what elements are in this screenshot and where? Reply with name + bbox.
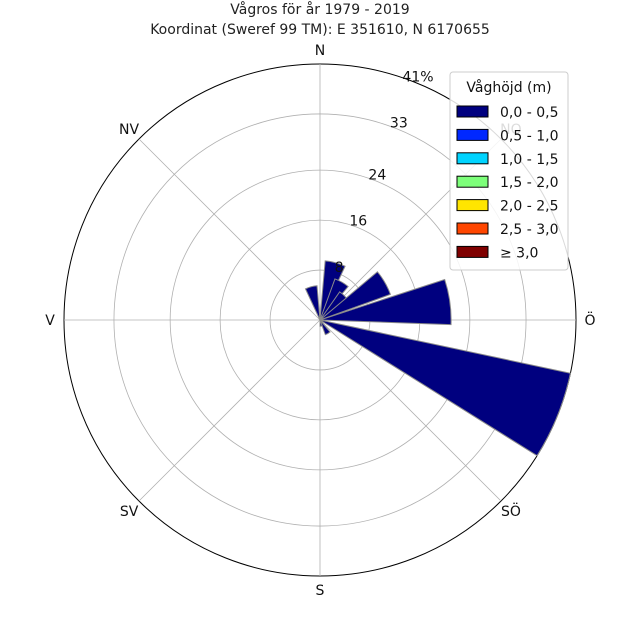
- legend-items: 0,0 - 0,5 0,5 - 1,0 1,0 - 1,5 1,5 - 2,0 2,0 …: [456, 105, 558, 261]
- radial-tick-label: 33: [390, 116, 408, 132]
- rose-bar: [319, 319, 323, 327]
- legend-swatch: [456, 222, 489, 235]
- legend-label: 1,5 - 2,0: [500, 175, 558, 191]
- legend-title: Våghöjd (m): [466, 79, 551, 96]
- rose-bar: [319, 319, 331, 336]
- direction-label: SV: [120, 504, 139, 520]
- legend-box: [449, 71, 569, 271]
- direction-label: V: [45, 313, 55, 329]
- rose-bar: [319, 278, 452, 326]
- rose-bar: [304, 285, 321, 321]
- legend-label: 1,0 - 1,5: [500, 152, 558, 168]
- legend-swatch: [456, 105, 489, 118]
- legend-swatch: [456, 175, 489, 188]
- legend-label: 0,0 - 0,5: [500, 105, 558, 121]
- rose-bars: [304, 260, 572, 457]
- rose-bar: [319, 271, 392, 321]
- radial-tick-label: 16: [349, 214, 367, 230]
- direction-label: Ö: [584, 311, 595, 329]
- grid-spoke: [319, 319, 502, 502]
- legend-swatch: [456, 199, 489, 212]
- legend-label: ≥ 3,0: [500, 245, 538, 261]
- legend-label: 2,5 - 3,0: [500, 222, 558, 238]
- radial-tick-label: 8: [335, 260, 344, 276]
- legend-swatch: [456, 152, 489, 165]
- grid-spoke: [138, 319, 321, 502]
- legend-swatch: [456, 245, 489, 258]
- radial-tick-label: 41%: [402, 69, 433, 85]
- polar-grid: [63, 63, 577, 577]
- legend-swatch: [456, 128, 489, 141]
- grid-spoke: [138, 138, 321, 321]
- legend: Våghöjd (m) 0,0 - 0,5 0,5 - 1,0 1,0 - 1,5 1…: [449, 71, 569, 271]
- chart-title: Vågros för år 1979 - 2019: [230, 1, 409, 18]
- radial-tick-labels: 8 16 24 33 41%: [335, 69, 434, 275]
- chart-subtitle: Koordinat (Sweref 99 TM): E 351610, N 61…: [150, 22, 490, 38]
- direction-label: N: [315, 43, 325, 59]
- rose-bar: [319, 319, 572, 457]
- radial-tick-label: 24: [368, 168, 386, 184]
- legend-label: 2,0 - 2,5: [500, 199, 558, 215]
- direction-label: SÖ: [501, 502, 521, 520]
- direction-label: NV: [119, 122, 139, 138]
- direction-label: S: [316, 583, 325, 599]
- legend-label: 0,5 - 1,0: [500, 128, 558, 144]
